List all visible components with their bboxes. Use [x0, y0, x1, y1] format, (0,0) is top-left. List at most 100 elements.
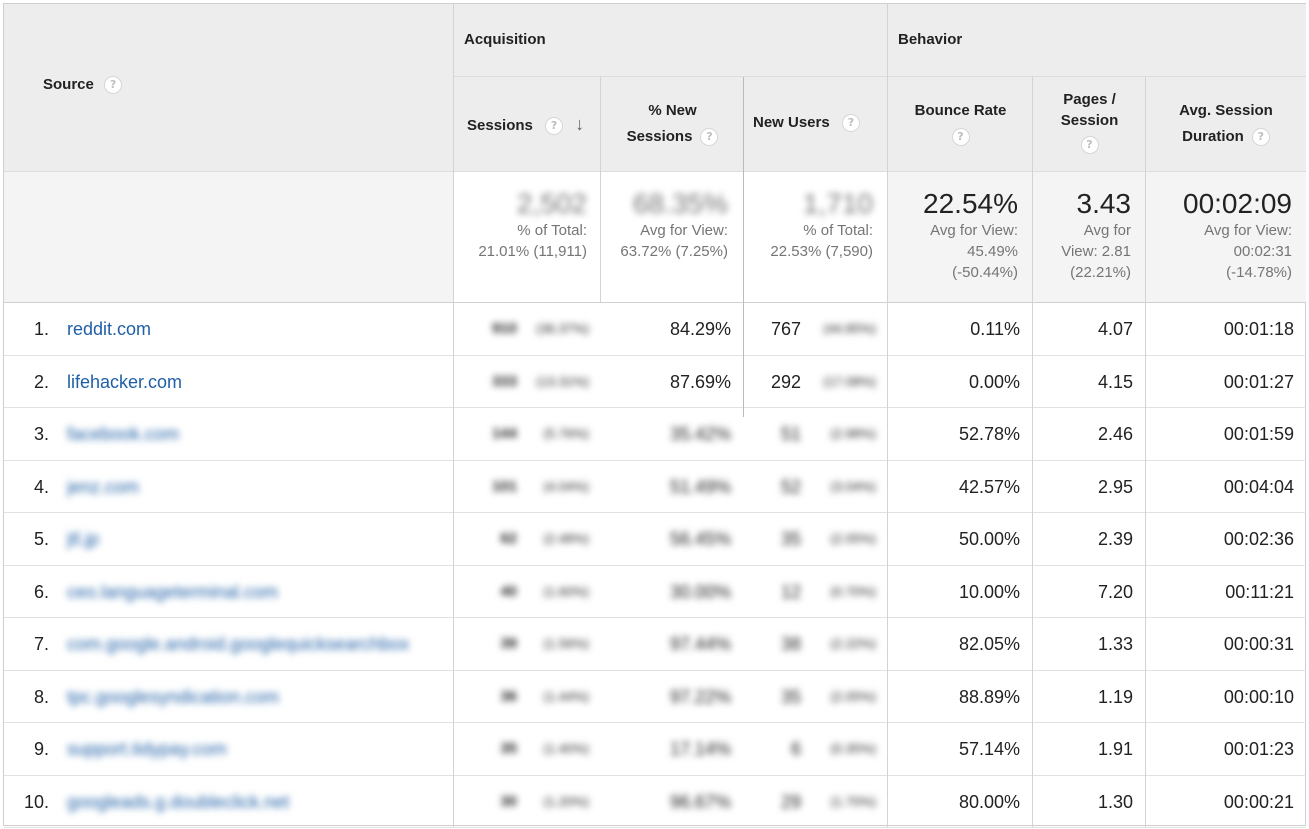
source-link[interactable]: googleads.g.doubleclick.net [67, 791, 290, 812]
new-users-percent: (3.04%) [830, 478, 876, 494]
new-users-percent: (2.22%) [830, 636, 876, 651]
new-sessions-value: 84.29% [669, 319, 731, 339]
pages-per-session-column-header[interactable]: Pages / Session ? [1033, 89, 1146, 155]
pages-per-session-value: 2.39 [1097, 529, 1133, 549]
new-sessions-value: 35.42% [669, 424, 731, 444]
totals-bounce-line1: Avg for View: [930, 222, 1018, 239]
help-icon[interactable]: ? [1251, 128, 1270, 147]
new-sessions-value: 56.45% [669, 529, 731, 549]
bounce-rate-help-wrap: ? [888, 124, 1033, 150]
new-users-percent: (0.35%) [830, 741, 876, 756]
bounce-rate-value: 0.11% [970, 319, 1020, 339]
help-icon[interactable]: ? [1080, 136, 1099, 155]
avg-session-duration-column-header[interactable]: Avg. Session Duration? [1146, 98, 1306, 150]
sessions-value: 39 [500, 635, 517, 652]
sessions-percent: (1.20%) [543, 793, 589, 809]
bounce-rate-value: 82.05% [958, 634, 1020, 654]
pages-label-line1: Pages / [1063, 91, 1116, 108]
source-link[interactable]: tpc.googlesyndication.com [67, 686, 280, 707]
source-link[interactable]: support.tidypay.com [67, 739, 227, 759]
help-icon[interactable]: ? [700, 128, 719, 147]
row-divider [4, 459, 1306, 461]
new-users-column-header[interactable]: New Users ? [753, 114, 860, 133]
table-row: 9. support.tidypay.com 35 (1.40%) 17.14%… [4, 723, 1306, 776]
new-sessions-value: 97.44% [669, 634, 731, 654]
duration-label-line2-wrap: Duration? [1146, 124, 1306, 150]
totals-new-users-value: 1,710 [802, 188, 873, 219]
bounce-rate-value: 42.57% [958, 476, 1020, 497]
bounce-rate-column-header[interactable]: Bounce Rate ? [888, 98, 1033, 150]
sessions-value: 35 [500, 740, 517, 757]
header-behavior-cell [888, 4, 1306, 76]
avg-session-duration-value: 00:00:10 [1223, 686, 1294, 707]
table-row: 4. jenz.com 101 (4.04%) 51.49% 52 (3.04%… [4, 461, 1306, 513]
table-row: 7. com.google.android.googlequicksearchb… [4, 618, 1306, 671]
pages-per-session-value: 4.07 [1097, 319, 1133, 339]
divider [600, 77, 601, 302]
new-sessions-value: 30.00% [669, 581, 731, 602]
new-users-value: 767 [770, 319, 801, 339]
avg-session-duration-value: 00:00:31 [1223, 634, 1294, 654]
bounce-rate-value: 50.00% [958, 529, 1020, 549]
help-icon[interactable]: ? [104, 76, 123, 95]
help-icon[interactable]: ? [545, 117, 564, 136]
totals-pages-line1: Avg for [1083, 222, 1131, 239]
avg-session-duration-value: 00:11:21 [1225, 581, 1294, 602]
totals-pages: 3.43 Avg for View: 2.81 (22.21%) [1033, 188, 1131, 283]
help-icon[interactable]: ? [951, 128, 970, 147]
table-row: 5. jtl.jp 62 (2.48%) 56.45% 35 (2.05%) 5… [4, 513, 1306, 566]
sessions-value: 30 [500, 792, 517, 810]
divider [1032, 77, 1033, 827]
avg-session-duration-value: 00:01:18 [1223, 319, 1294, 339]
row-number: 8. [33, 686, 49, 707]
acquisition-header: Acquisition [464, 31, 546, 48]
totals-bounce-value: 22.54% [923, 188, 1018, 219]
totals-new-sessions-line1: Avg for View: [640, 222, 728, 239]
sort-descending-icon[interactable]: ↓ [575, 114, 585, 134]
new-sessions-label-line2: Sessions [626, 128, 693, 145]
new-users-percent: (44.85%) [823, 321, 876, 336]
totals-row-bg-metrics [888, 171, 1306, 302]
row-divider [4, 354, 1306, 356]
behavior-header: Behavior [898, 31, 963, 48]
row-number: 6. [33, 581, 49, 602]
new-users-value: 292 [770, 371, 801, 392]
totals-new-sessions-value: 68.35% [633, 188, 728, 219]
row-number: 7. [33, 634, 49, 654]
source-link[interactable]: jenz.com [67, 476, 140, 497]
analytics-table: Source ? Acquisition Behavior Sessions ?… [3, 3, 1306, 828]
sessions-percent: (4.04%) [543, 478, 589, 494]
new-sessions-value: 17.14% [669, 739, 731, 759]
row-number: 10. [23, 791, 49, 812]
source-link[interactable]: ceo.languageterminal.com [67, 581, 279, 602]
source-link[interactable]: jtl.jp [67, 529, 100, 549]
avg-session-duration-value: 00:01:23 [1223, 739, 1294, 759]
sessions-column-header[interactable]: Sessions ? ↓ [467, 114, 585, 136]
avg-session-duration-value: 00:01:59 [1223, 424, 1294, 444]
source-link[interactable]: lifehacker.com [67, 371, 183, 392]
pages-per-session-value: 1.33 [1097, 634, 1133, 654]
avg-session-duration-value: 00:01:27 [1223, 371, 1294, 392]
row-divider [4, 669, 1306, 671]
new-users-percent: (0.70%) [830, 583, 876, 599]
new-users-percent: (17.08%) [823, 373, 876, 389]
sessions-value: 333 [491, 372, 517, 390]
source-link[interactable]: facebook.com [67, 424, 180, 444]
sessions-header-label: Sessions [467, 117, 533, 134]
avg-session-duration-value: 00:02:36 [1223, 529, 1294, 549]
new-users-value: 12 [780, 581, 801, 602]
avg-session-duration-value: 00:04:04 [1223, 476, 1294, 497]
source-link[interactable]: com.google.android.googlequicksearchbox [67, 634, 410, 654]
row-number: 5. [33, 529, 49, 549]
new-users-percent: (1.70%) [830, 793, 876, 809]
divider [4, 302, 1306, 303]
source-link[interactable]: reddit.com [67, 319, 152, 339]
table-row: 1. reddit.com 910 (36.37%) 84.29% 767 (4… [4, 303, 1306, 356]
help-icon[interactable]: ? [841, 114, 860, 133]
totals-new-users: 1,710 % of Total: 22.53% (7,590) [744, 188, 873, 262]
source-header[interactable]: Source ? [43, 76, 123, 95]
totals-duration-value: 00:02:09 [1183, 188, 1292, 219]
sessions-percent: (36.37%) [536, 321, 589, 336]
avg-session-duration-value: 00:00:21 [1223, 791, 1294, 812]
new-sessions-column-header[interactable]: % New Sessions? [601, 98, 744, 150]
